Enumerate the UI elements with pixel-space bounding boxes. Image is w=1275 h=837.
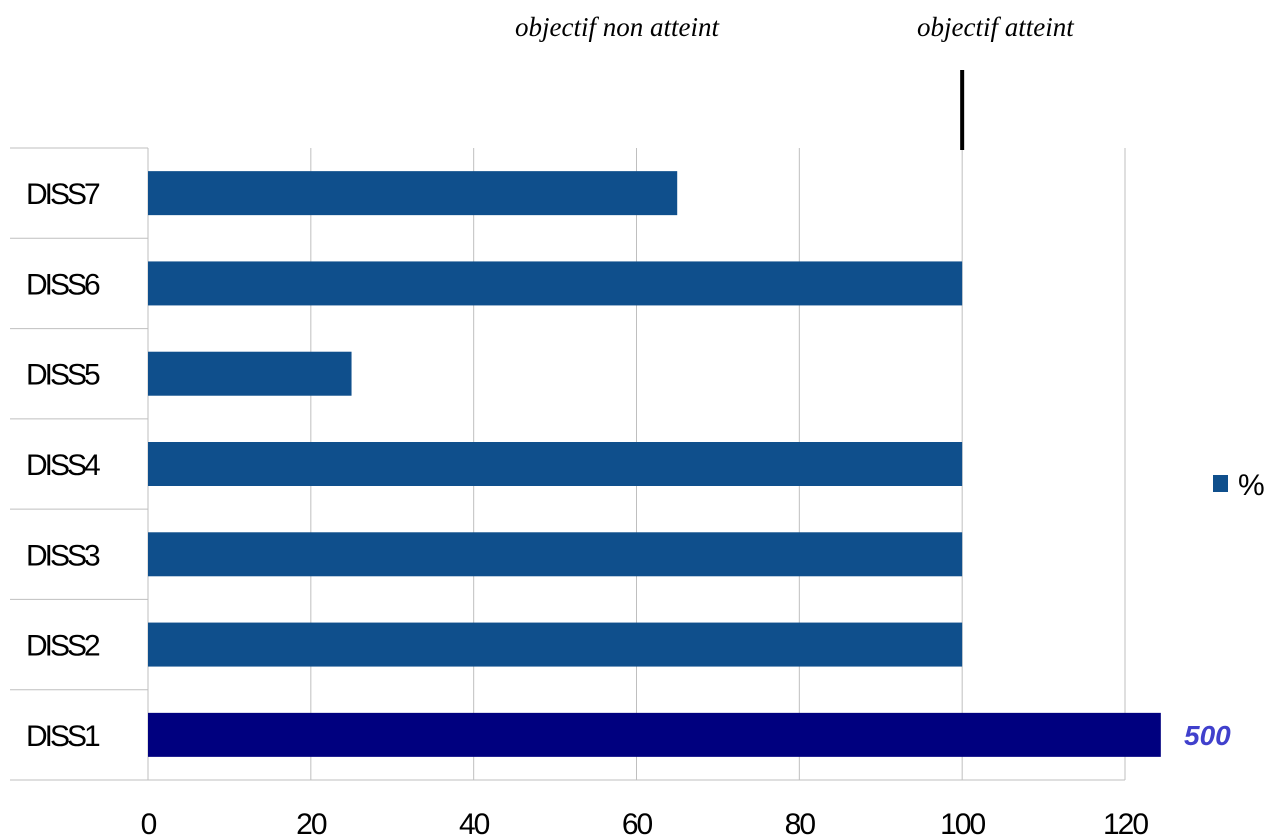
x-tick-label: 40 (459, 808, 490, 837)
bar-diss5 (148, 351, 352, 396)
x-tick-label: 100 (940, 808, 985, 837)
x-tick-label: 120 (1103, 808, 1148, 837)
bar-diss1 (148, 712, 1161, 757)
category-label: DISS5 (26, 359, 100, 392)
bar-diss7 (148, 171, 678, 216)
x-tick-label: 80 (785, 808, 816, 837)
bar-diss2 (148, 622, 963, 667)
category-label: DISS1 (26, 720, 100, 753)
bar-diss4 (148, 442, 963, 486)
bar-diss6 (148, 261, 963, 306)
category-label: DISS6 (26, 268, 100, 301)
annotation-not-reached: objectif non atteint (515, 12, 719, 42)
bar-diss3 (148, 532, 963, 577)
category-label: DISS7 (26, 178, 100, 211)
x-tick-label: 0 (141, 808, 157, 837)
legend: % (1213, 469, 1265, 502)
annotation-reached: objectif atteint (917, 12, 1074, 42)
legend-swatch (1213, 475, 1228, 492)
callout-label: 500 (1184, 720, 1231, 751)
category-label: DISS2 (26, 630, 100, 663)
label-layer: 0 20 40 60 80 100 120 DISS1 500 DISS2 DISS3 DISS4 DI… (26, 178, 1231, 837)
legend-label: % (1238, 469, 1265, 502)
axis-layer (10, 70, 1125, 781)
category-label: DISS4 (26, 449, 100, 482)
category-label: DISS3 (26, 539, 100, 572)
x-tick-label: 20 (296, 808, 327, 837)
bar-layer (148, 171, 1161, 757)
x-tick-label: 60 (622, 808, 653, 837)
